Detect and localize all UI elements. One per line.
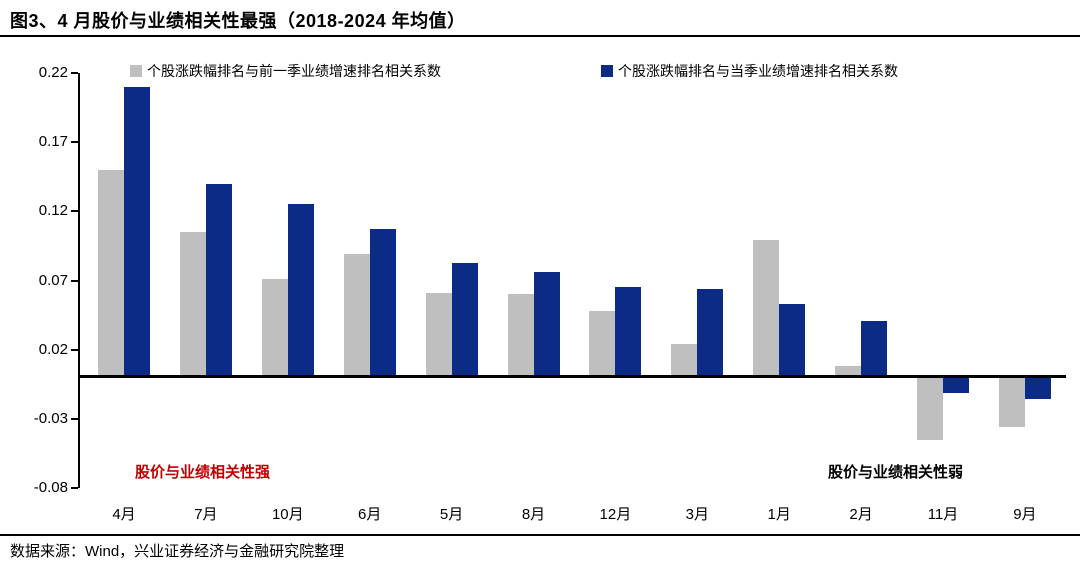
annotation-weak-correlation: 股价与业绩相关性弱 [828, 464, 964, 481]
bar-current-quarter-corr [533, 272, 560, 378]
y-tick-label: 0.07 [38, 271, 68, 289]
bar-current-quarter-corr [287, 204, 314, 378]
bar-current-quarter-corr [1024, 377, 1051, 400]
y-tick-mark [71, 141, 78, 144]
bar-prev-quarter-corr [917, 377, 943, 440]
bar-current-quarter-corr [205, 183, 232, 378]
bar-prev-quarter-corr [835, 366, 862, 378]
y-tick-mark [71, 210, 78, 213]
x-axis-label: 12月 [599, 506, 632, 523]
bar-current-quarter-corr [615, 287, 642, 378]
legend-swatch-blue-icon [601, 65, 613, 77]
legend-item-prev-quarter: 个股涨跌幅排名与前一季业绩增速排名相关系数 [130, 62, 441, 80]
chart-title: 图3、4 月股价与业绩相关性最强（2018-2024 年均值） [10, 11, 466, 31]
y-tick-mark [71, 279, 78, 282]
x-axis-label: 7月 [194, 506, 218, 523]
y-tick-label: 0.17 [38, 133, 68, 151]
bar-current-quarter-corr [697, 288, 724, 378]
legend-swatch-gray-icon [130, 65, 142, 77]
footer-divider [0, 534, 1080, 536]
bar-prev-quarter-corr [425, 292, 452, 378]
y-axis-line [78, 73, 80, 488]
y-tick-label: 0.22 [38, 64, 68, 81]
legend-label-current-quarter: 个股涨跌幅排名与当季业绩增速排名相关系数 [618, 63, 898, 79]
bar-prev-quarter-corr [179, 232, 206, 378]
y-tick-label: 0.02 [38, 340, 68, 358]
bar-current-quarter-corr [861, 320, 888, 378]
y-tick-mark [71, 487, 78, 489]
data-source-note: 数据来源：Wind，兴业证券经济与金融研究院整理 [10, 543, 345, 560]
legend-label-prev-quarter: 个股涨跌幅排名与前一季业绩增速排名相关系数 [147, 63, 441, 79]
annotation-strong-correlation: 股价与业绩相关性强 [135, 464, 271, 481]
x-axis-label: 3月 [685, 506, 709, 523]
bar-prev-quarter-corr [589, 310, 616, 378]
y-tick-label: 0.12 [38, 202, 68, 220]
legend-item-current-quarter: 个股涨跌幅排名与当季业绩增速排名相关系数 [601, 62, 898, 80]
x-axis-zero-line [78, 375, 1066, 378]
title-divider [0, 35, 1080, 37]
x-axis-label: 5月 [439, 506, 464, 523]
bar-prev-quarter-corr [261, 279, 288, 378]
bar-current-quarter-corr [369, 229, 396, 378]
bar-current-quarter-corr [943, 377, 969, 393]
y-tick-label: -0.08 [33, 479, 68, 496]
x-axis-label: 1月 [767, 506, 791, 523]
bar-prev-quarter-corr [343, 254, 370, 378]
x-axis-label: 6月 [358, 506, 382, 523]
y-tick-label: -0.03 [33, 409, 68, 427]
bar-prev-quarter-corr [671, 344, 698, 378]
bar-current-quarter-corr [451, 262, 478, 378]
bar-prev-quarter-corr [753, 240, 780, 378]
x-axis-label: 8月 [521, 506, 546, 523]
bar-prev-quarter-corr [507, 294, 534, 378]
bar-prev-quarter-corr [98, 169, 124, 378]
x-axis-label: 9月 [1013, 506, 1037, 523]
x-axis-label: 11月 [927, 506, 959, 523]
y-tick-mark [71, 72, 78, 74]
bar-prev-quarter-corr [998, 377, 1025, 428]
x-axis-label: 10月 [271, 506, 304, 523]
y-tick-mark [71, 417, 78, 420]
x-axis-label: 4月 [112, 506, 136, 523]
bar-current-quarter-corr [779, 304, 806, 378]
y-tick-mark [71, 348, 78, 351]
bar-current-quarter-corr [124, 86, 150, 378]
x-axis-label: 2月 [849, 506, 873, 523]
